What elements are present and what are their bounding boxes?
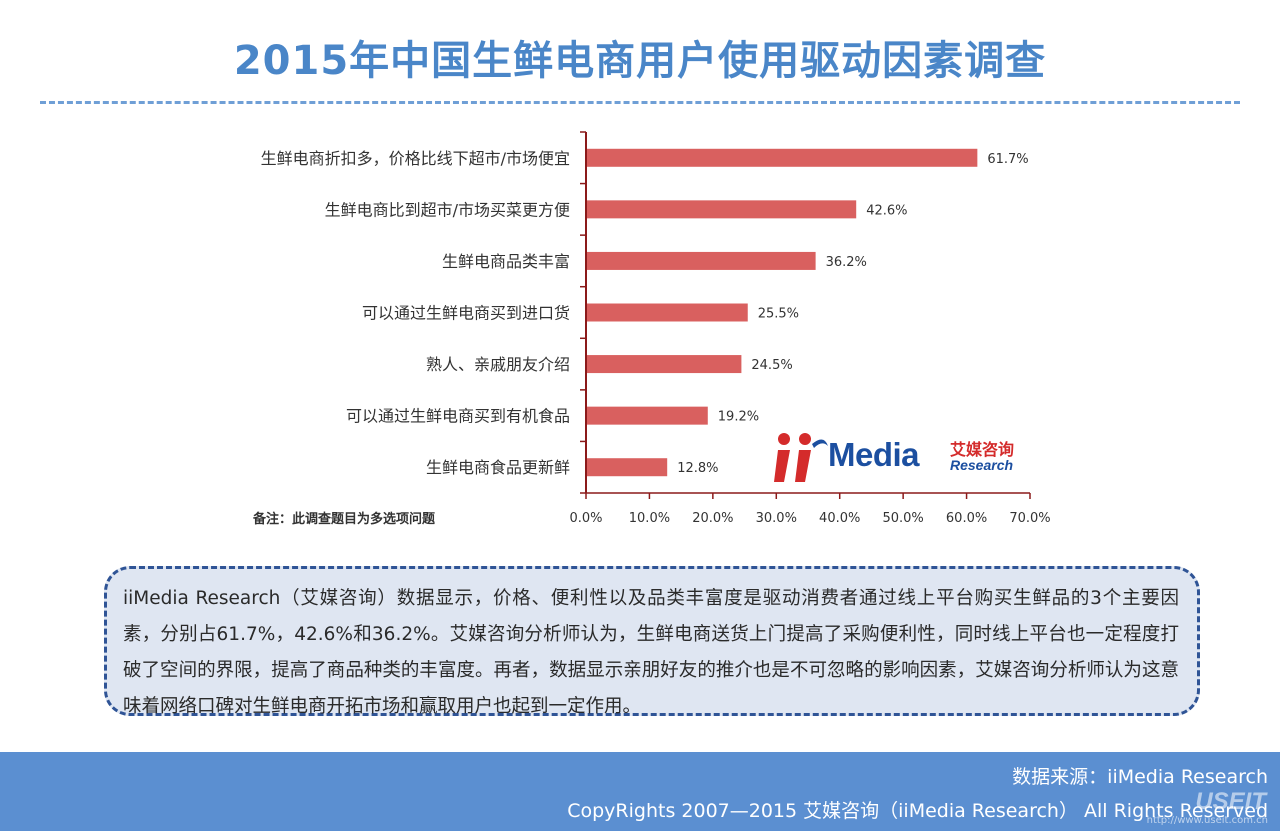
category-label: 生鲜电商比到超市/市场买菜更方便 <box>325 200 570 219</box>
summary-box: iiMedia Research（艾媒咨询）数据显示，价格、便利性以及品类丰富度… <box>104 566 1200 717</box>
x-tick-label: 10.0% <box>629 511 670 526</box>
data-label: 25.5% <box>758 307 799 322</box>
logo-wordmark: Media <box>828 436 920 473</box>
x-tick-label: 40.0% <box>819 511 860 526</box>
category-label: 生鲜电商食品更新鲜 <box>426 458 570 477</box>
bar-chart: 生鲜电商折扣多，价格比线下超市/市场便宜 61.7% 生鲜电商比到超市/市场买菜更方… <box>261 131 1051 526</box>
chart-note: 备注：此调查题目为多选项问题 <box>253 512 436 527</box>
bar <box>587 406 708 425</box>
title-divider <box>40 101 1240 104</box>
data-label: 19.2% <box>718 410 759 425</box>
bar <box>587 303 748 322</box>
x-tick-label: 30.0% <box>756 511 797 526</box>
bar <box>587 148 978 167</box>
iimedia-logo-mark-icon <box>774 433 828 482</box>
imedia-logo: Media 艾媒咨询 Research <box>772 428 1032 486</box>
data-source: 数据来源：iiMedia Research <box>1012 766 1268 788</box>
page-title: 2015年中国生鲜电商用户使用驱动因素调查 <box>233 38 1047 84</box>
data-label: 24.5% <box>751 358 792 373</box>
x-tick-label: 0.0% <box>569 511 602 526</box>
category-label: 可以通过生鲜电商买到有机食品 <box>346 407 570 426</box>
x-tick-label: 20.0% <box>692 511 733 526</box>
bar <box>587 458 668 477</box>
bar <box>587 200 857 219</box>
x-tick-label: 50.0% <box>882 511 923 526</box>
useit-watermark-url: http://www.useit.com.cn <box>1146 815 1268 826</box>
footer: 数据来源：iiMedia Research CopyRights 2007—20… <box>0 752 1280 831</box>
useit-watermark: USEIT <box>1195 788 1266 815</box>
category-label: 熟人、亲戚朋友介绍 <box>426 355 570 374</box>
bar <box>587 355 742 374</box>
bar <box>587 251 816 270</box>
data-label: 12.8% <box>677 461 718 476</box>
x-tick-label: 60.0% <box>946 511 987 526</box>
category-label: 可以通过生鲜电商买到进口货 <box>362 304 570 323</box>
logo-cn-text: 艾媒咨询 <box>950 440 1015 459</box>
category-label: 生鲜电商品类丰富 <box>442 252 570 271</box>
data-label: 61.7% <box>987 152 1028 167</box>
data-label: 42.6% <box>866 203 907 218</box>
x-tick-label: 70.0% <box>1009 511 1050 526</box>
logo-en-text: Research <box>950 457 1014 473</box>
copyright: CopyRights 2007—2015 艾媒咨询（iiMedia Resear… <box>567 800 1268 822</box>
category-label: 生鲜电商折扣多，价格比线下超市/市场便宜 <box>261 149 570 168</box>
data-label: 36.2% <box>826 255 867 270</box>
